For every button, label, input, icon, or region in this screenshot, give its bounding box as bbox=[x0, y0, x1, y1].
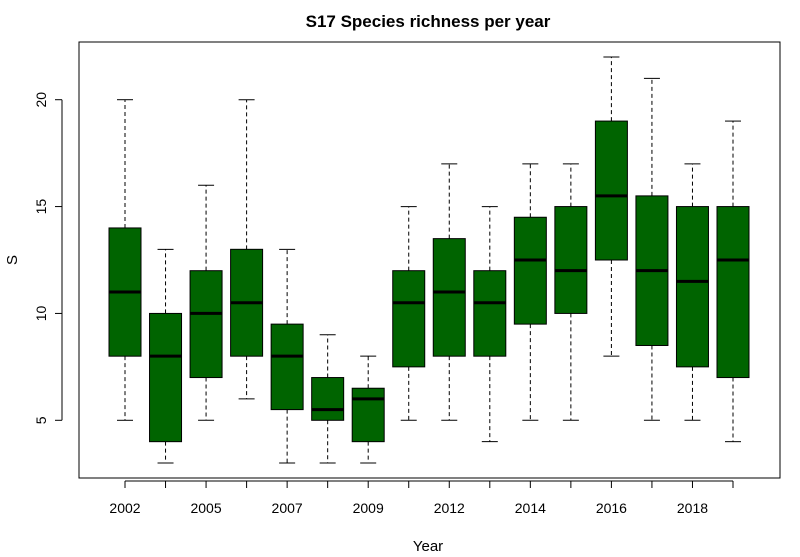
box-2005 bbox=[189, 184, 223, 421]
box-2015 bbox=[554, 163, 588, 421]
x-tick-label-2009: 2009 bbox=[353, 500, 384, 516]
y-tick-label-5: 5 bbox=[33, 416, 49, 424]
x-tick-label-2014: 2014 bbox=[515, 500, 546, 516]
y-tick-label-20: 20 bbox=[33, 92, 49, 108]
x-tick-label-2016: 2016 bbox=[596, 500, 627, 516]
box-2013 bbox=[473, 206, 507, 443]
y-tick-label-15: 15 bbox=[33, 199, 49, 215]
box-iqr bbox=[189, 270, 223, 379]
box-iqr bbox=[392, 270, 426, 368]
y-axis: 5 10 15 20 bbox=[33, 92, 63, 424]
x-tick-label-2007: 2007 bbox=[272, 500, 303, 516]
box-2016 bbox=[594, 56, 628, 357]
y-axis-label: S bbox=[4, 255, 21, 265]
x-axis: 2002 2005 2007 2009 2012 2014 2016 2018 bbox=[109, 480, 734, 516]
box-iqr bbox=[351, 387, 385, 443]
box-iqr bbox=[554, 206, 588, 314]
box-2008 bbox=[311, 334, 345, 464]
box-2006 bbox=[230, 99, 264, 400]
box-2012 bbox=[432, 163, 466, 421]
x-tick-label-2005: 2005 bbox=[190, 500, 221, 516]
y-tick-label-10: 10 bbox=[33, 305, 49, 321]
box-iqr bbox=[149, 312, 183, 443]
box-2014 bbox=[513, 163, 547, 421]
box-iqr bbox=[675, 206, 709, 368]
box-iqr bbox=[473, 270, 507, 357]
box-2019 bbox=[716, 120, 750, 443]
box-series bbox=[108, 56, 750, 464]
plot-frame bbox=[78, 41, 781, 479]
box-2004 bbox=[149, 248, 183, 464]
box-iqr bbox=[716, 206, 750, 379]
box-iqr bbox=[513, 216, 547, 325]
box-2011 bbox=[392, 206, 426, 421]
box-iqr bbox=[270, 323, 304, 411]
x-tick-label-2018: 2018 bbox=[677, 500, 708, 516]
x-tick-label-2012: 2012 bbox=[434, 500, 465, 516]
box-2018 bbox=[675, 163, 709, 421]
x-tick-label-2002: 2002 bbox=[109, 500, 140, 516]
box-iqr bbox=[432, 238, 466, 357]
box-2017 bbox=[635, 77, 669, 421]
box-2009 bbox=[351, 355, 385, 464]
box-2007 bbox=[270, 248, 304, 464]
box-iqr bbox=[311, 377, 345, 421]
x-axis-label: Year bbox=[413, 538, 443, 555]
box-2002 bbox=[108, 99, 142, 421]
box-iqr bbox=[594, 120, 628, 261]
chart-title: S17 Species richness per year bbox=[306, 12, 551, 31]
